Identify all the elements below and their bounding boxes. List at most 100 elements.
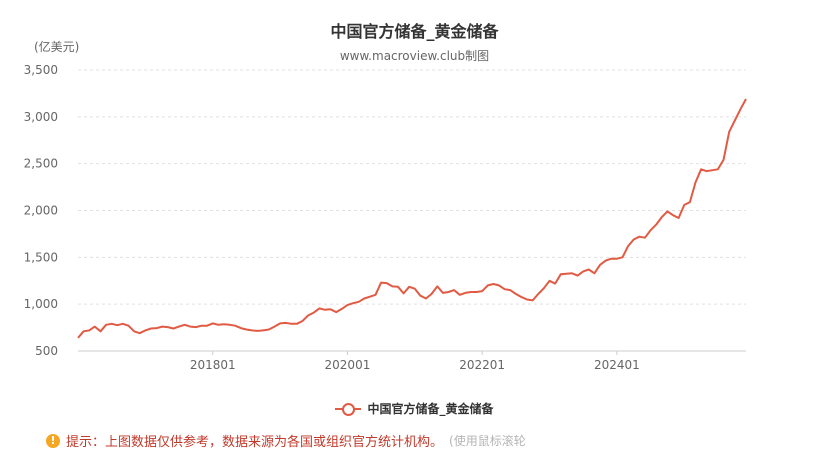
series-line[interactable] — [77, 98, 747, 339]
data-point[interactable] — [278, 321, 283, 326]
data-point[interactable] — [721, 157, 726, 162]
data-point[interactable] — [390, 284, 395, 289]
data-point[interactable] — [92, 324, 97, 329]
data-point[interactable] — [513, 291, 518, 296]
data-point[interactable] — [126, 323, 131, 328]
data-point[interactable] — [452, 288, 457, 293]
data-point[interactable] — [586, 267, 591, 272]
data-point[interactable] — [306, 313, 311, 318]
data-point[interactable] — [665, 209, 670, 214]
data-point[interactable] — [115, 323, 120, 328]
data-point[interactable] — [317, 306, 322, 311]
data-point[interactable] — [87, 328, 92, 333]
data-point[interactable] — [137, 331, 142, 336]
data-point[interactable] — [463, 290, 468, 295]
data-point[interactable] — [412, 286, 417, 291]
data-point[interactable] — [261, 328, 266, 333]
data-point[interactable] — [468, 290, 473, 295]
data-point[interactable] — [570, 271, 575, 276]
data-point[interactable] — [165, 325, 170, 330]
data-point[interactable] — [682, 202, 687, 207]
data-point[interactable] — [598, 262, 603, 267]
data-point[interactable] — [132, 329, 137, 334]
data-point[interactable] — [373, 292, 378, 297]
data-point[interactable] — [480, 289, 485, 294]
data-point[interactable] — [440, 290, 445, 295]
data-point[interactable] — [367, 294, 372, 299]
data-point[interactable] — [216, 322, 221, 327]
data-point[interactable] — [457, 292, 462, 297]
data-point[interactable] — [530, 298, 535, 303]
data-point[interactable] — [738, 107, 743, 112]
data-point[interactable] — [558, 272, 563, 277]
data-point[interactable] — [592, 271, 597, 276]
data-point[interactable] — [614, 256, 619, 261]
data-point[interactable] — [227, 322, 232, 327]
data-point[interactable] — [396, 284, 401, 289]
data-point[interactable] — [727, 129, 732, 134]
data-point[interactable] — [182, 322, 187, 327]
data-point[interactable] — [221, 322, 226, 327]
data-point[interactable] — [626, 244, 631, 249]
data-point[interactable] — [334, 310, 339, 315]
data-point[interactable] — [648, 228, 653, 233]
data-point[interactable] — [502, 287, 507, 292]
data-point[interactable] — [244, 327, 249, 332]
data-point[interactable] — [339, 306, 344, 311]
data-point[interactable] — [446, 290, 451, 295]
data-point[interactable] — [283, 320, 288, 325]
data-point[interactable] — [474, 290, 479, 295]
data-point[interactable] — [553, 281, 558, 286]
data-point[interactable] — [401, 291, 406, 296]
data-point[interactable] — [143, 328, 148, 333]
data-point[interactable] — [323, 307, 328, 312]
data-point[interactable] — [603, 258, 608, 263]
data-point[interactable] — [575, 273, 580, 278]
data-point[interactable] — [160, 324, 165, 329]
data-point[interactable] — [266, 327, 271, 332]
data-point[interactable] — [609, 256, 614, 261]
data-point[interactable] — [485, 283, 490, 288]
data-point[interactable] — [98, 329, 103, 334]
data-point[interactable] — [76, 335, 81, 340]
data-point[interactable] — [631, 237, 636, 242]
data-point[interactable] — [407, 284, 412, 289]
data-point[interactable] — [637, 234, 642, 239]
data-point[interactable] — [508, 288, 513, 293]
data-point[interactable] — [525, 297, 530, 302]
data-point[interactable] — [491, 282, 496, 287]
data-point[interactable] — [193, 325, 198, 330]
data-point[interactable] — [541, 286, 546, 291]
data-point[interactable] — [547, 278, 552, 283]
data-point[interactable] — [435, 284, 440, 289]
data-point[interactable] — [171, 326, 176, 331]
data-point[interactable] — [704, 169, 709, 174]
data-point[interactable] — [676, 216, 681, 221]
data-point[interactable] — [345, 303, 350, 308]
data-point[interactable] — [424, 296, 429, 301]
data-point[interactable] — [205, 323, 210, 328]
data-point[interactable] — [699, 167, 704, 172]
data-point[interactable] — [693, 180, 698, 185]
data-point[interactable] — [362, 296, 367, 301]
data-point[interactable] — [687, 200, 692, 205]
data-point[interactable] — [536, 291, 541, 296]
data-point[interactable] — [289, 321, 294, 326]
data-point[interactable] — [620, 255, 625, 260]
data-point[interactable] — [328, 307, 333, 312]
data-point[interactable] — [177, 324, 182, 329]
data-point[interactable] — [744, 97, 749, 102]
data-point[interactable] — [581, 269, 586, 274]
data-point[interactable] — [109, 321, 114, 326]
data-point[interactable] — [210, 321, 215, 326]
data-point[interactable] — [255, 328, 260, 333]
data-point[interactable] — [418, 293, 423, 298]
data-point[interactable] — [710, 168, 715, 173]
data-point[interactable] — [519, 295, 524, 300]
data-point[interactable] — [120, 321, 125, 326]
data-point[interactable] — [429, 291, 434, 296]
data-point[interactable] — [384, 281, 389, 286]
data-point[interactable] — [188, 324, 193, 329]
data-point[interactable] — [497, 283, 502, 288]
